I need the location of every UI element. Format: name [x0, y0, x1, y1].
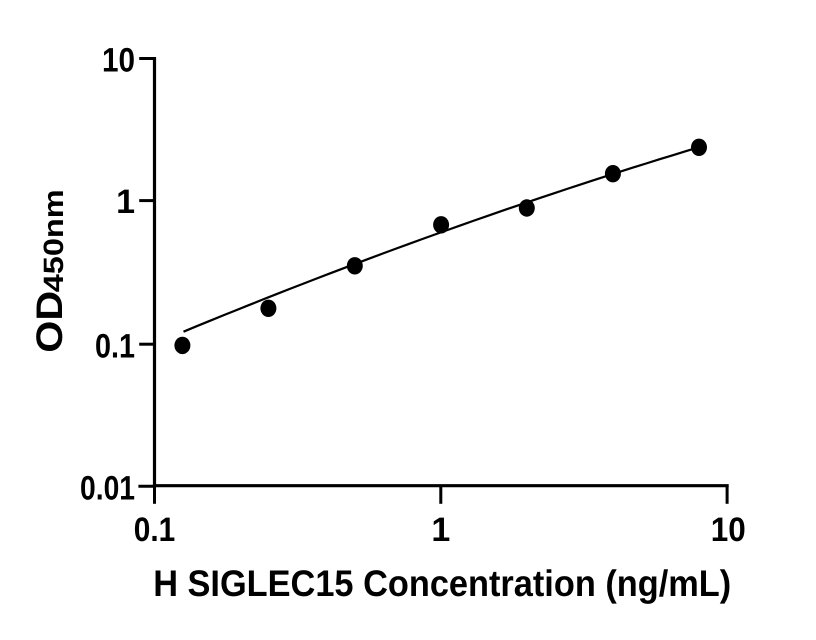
svg-text:H SIGLEC15 Concentration (ng/m: H SIGLEC15 Concentration (ng/mL) [153, 563, 731, 604]
svg-text:OD: OD [29, 291, 70, 353]
svg-text:10: 10 [711, 511, 746, 549]
svg-text:1: 1 [116, 183, 135, 221]
svg-text:0.1: 0.1 [134, 511, 176, 549]
svg-text:450nm: 450nm [38, 189, 69, 292]
svg-text:0.01: 0.01 [80, 469, 135, 507]
svg-text:10: 10 [102, 42, 135, 80]
svg-text:1: 1 [431, 511, 450, 549]
svg-text:0.1: 0.1 [95, 327, 135, 365]
